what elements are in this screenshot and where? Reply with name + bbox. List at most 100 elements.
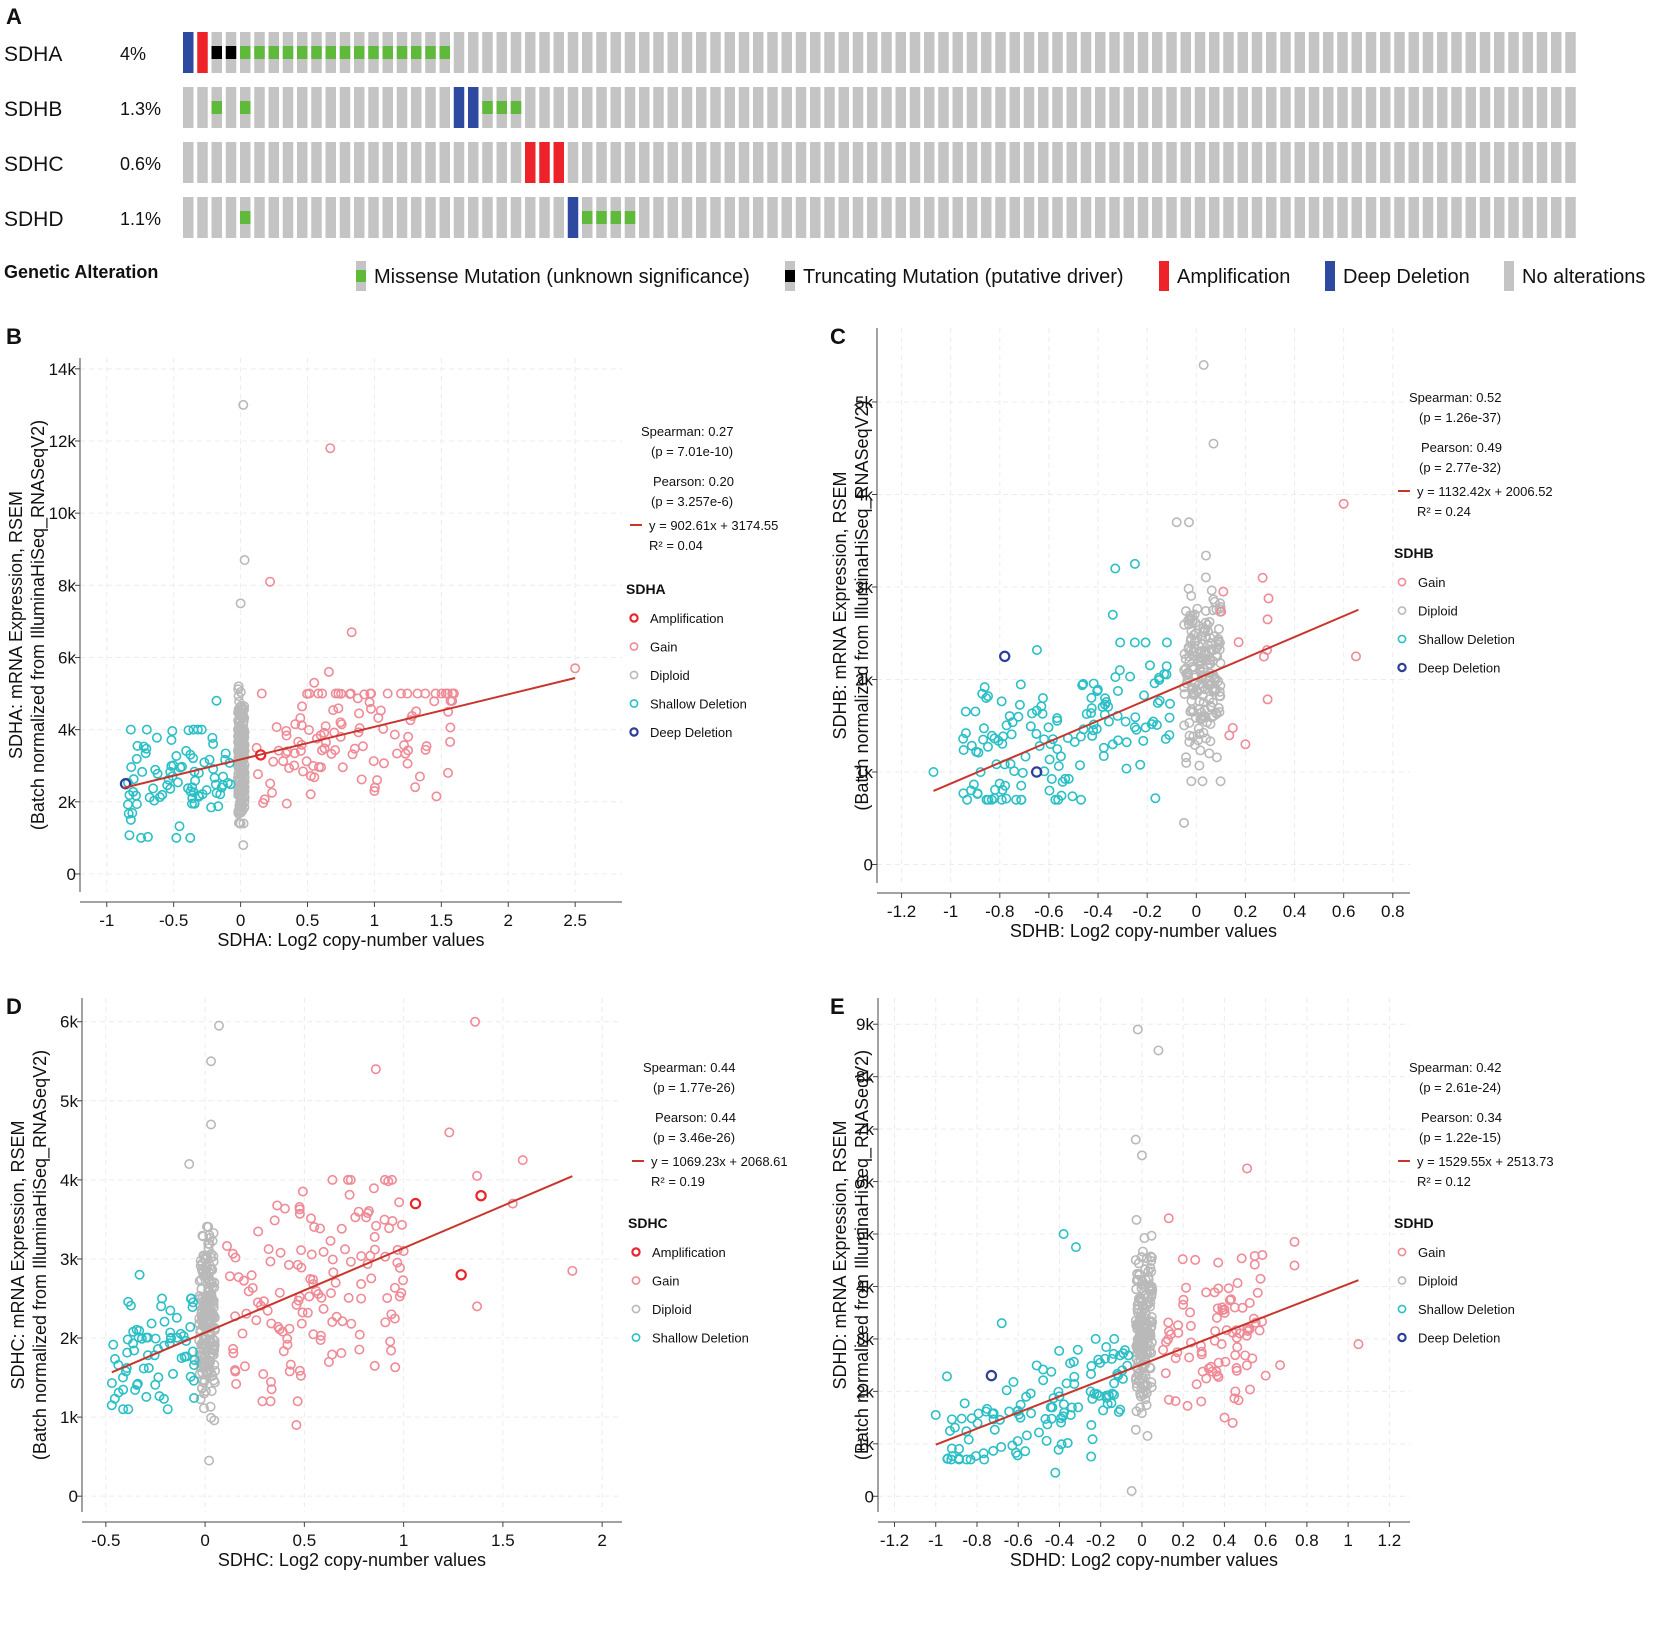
point-shallow-deletion: [979, 682, 990, 693]
group-legend-label: Amplification: [650, 611, 724, 626]
y-tick-label: 2k: [58, 793, 76, 812]
point-gain: [1353, 1339, 1364, 1350]
sample-cell: [539, 87, 550, 128]
point-gain: [357, 741, 368, 752]
sample-cell-amp: [525, 142, 536, 183]
point-diploid: [1130, 1134, 1141, 1145]
sample-cell: [867, 87, 878, 128]
sample-cell: [696, 142, 707, 183]
point-diploid: [209, 1377, 220, 1388]
x-tick-label: 0.4: [1213, 1531, 1237, 1550]
mutation-mark-mis: [396, 46, 408, 59]
sample-cell: [1095, 142, 1106, 183]
sample-cell: [610, 32, 621, 73]
point-shallow-deletion: [171, 832, 182, 843]
mutation-mark-mis: [354, 46, 365, 59]
point-shallow-deletion: [1044, 754, 1055, 765]
sample-cell: [1009, 142, 1020, 183]
sample-cell: [1266, 142, 1277, 183]
sample-cell: [867, 197, 878, 238]
point-gain: [359, 689, 370, 700]
gene-row-sdhd: SDHD 1.1%: [4, 197, 1576, 238]
sample-cell: [624, 32, 636, 73]
point-shallow-deletion: [1050, 1467, 1061, 1478]
y-tick-label: 0: [864, 856, 873, 875]
group-legend-label: Deep Deletion: [650, 725, 732, 740]
point-gain: [228, 1348, 239, 1359]
point-diploid: [198, 1403, 209, 1414]
point-gain: [1212, 1303, 1223, 1314]
point-gain: [335, 717, 346, 728]
sample-cell: [1066, 87, 1077, 128]
stat-line: (p = 3.257e-6): [651, 494, 733, 509]
x-tick-label: -0.4: [1045, 1531, 1074, 1550]
point-shallow-deletion: [996, 696, 1007, 707]
y-tick-label: 8k: [58, 576, 76, 595]
sample-cell-amp: [197, 32, 208, 73]
legend-item-none: No alterations: [1504, 261, 1645, 291]
sample-cell: [1109, 32, 1120, 73]
point-gain: [1338, 498, 1349, 509]
sample-cell: [781, 197, 792, 238]
sample-cell-deep: [567, 197, 579, 238]
point-gain: [246, 1270, 257, 1281]
sample-cell: [197, 197, 208, 238]
point-shallow-deletion: [206, 802, 217, 813]
sample-cell: [1166, 87, 1177, 128]
sample-cell: [354, 87, 365, 128]
sample-cell: [639, 142, 650, 183]
sample-cell: [696, 87, 707, 128]
point-shallow-deletion: [131, 799, 142, 810]
point-shallow-deletion: [1016, 780, 1027, 791]
sample-cell: [1351, 197, 1362, 238]
point-deep-deletion: [1030, 766, 1043, 778]
legend-swatch: [1504, 261, 1514, 291]
point-gain: [394, 1262, 405, 1273]
point-gain: [302, 688, 313, 699]
legend-mark: [785, 270, 795, 282]
group-legend-label: Shallow Deletion: [652, 1331, 749, 1346]
points: [106, 1016, 578, 1466]
point-shallow-deletion: [207, 732, 218, 743]
point-shallow-deletion: [1081, 708, 1092, 719]
panel-b-sdha-scatter: B 0 2k 4k 6k 8k 10k 12k 14k -1 -0.5 0 0.5 1 1.5 2 2.5 SDH…: [6, 324, 778, 950]
sample-cell: [354, 142, 365, 183]
point-shallow-deletion: [968, 779, 979, 790]
sample-cell: [1095, 197, 1106, 238]
sample-cell: [1152, 87, 1163, 128]
point-diploid: [1181, 757, 1192, 768]
legend-marker: [629, 642, 639, 651]
point-shallow-deletion: [990, 784, 1001, 795]
sample-cell: [1180, 142, 1191, 183]
sample-cell: [1337, 142, 1348, 183]
sample-cell: [1009, 32, 1020, 73]
point-gain: [363, 1206, 374, 1217]
point-gain: [251, 1315, 262, 1326]
point-gain: [1249, 1250, 1260, 1261]
point-diploid: [196, 1339, 207, 1350]
point-diploid: [197, 1320, 208, 1331]
point-gain: [1289, 1260, 1300, 1271]
gene-row-sdhb: SDHB 1.3%: [4, 87, 1576, 128]
sample-cell: [1422, 32, 1434, 73]
point-shallow-deletion: [1140, 637, 1151, 648]
point-gain: [317, 688, 328, 699]
point-shallow-deletion: [1008, 1376, 1019, 1387]
sample-cell: [240, 142, 251, 183]
x-tick-label: 1: [399, 1531, 408, 1550]
y-tick-label: 4k: [60, 1171, 78, 1190]
point-gain: [281, 730, 292, 741]
sample-cell: [667, 32, 678, 73]
mutation-mark-mis: [240, 46, 251, 59]
point-shallow-deletion: [994, 1414, 1005, 1425]
sample-cell: [453, 32, 465, 73]
point-shallow-deletion: [1161, 637, 1172, 648]
point-gain: [292, 1396, 303, 1407]
point-shallow-deletion: [1027, 708, 1038, 719]
sample-cell: [496, 142, 507, 183]
mutation-mark-mis: [510, 101, 522, 114]
point-shallow-deletion: [997, 784, 1008, 795]
group-legend-label: Gain: [652, 1274, 679, 1289]
y-tick-label: 4k: [58, 721, 76, 740]
point-gain: [384, 1223, 395, 1234]
